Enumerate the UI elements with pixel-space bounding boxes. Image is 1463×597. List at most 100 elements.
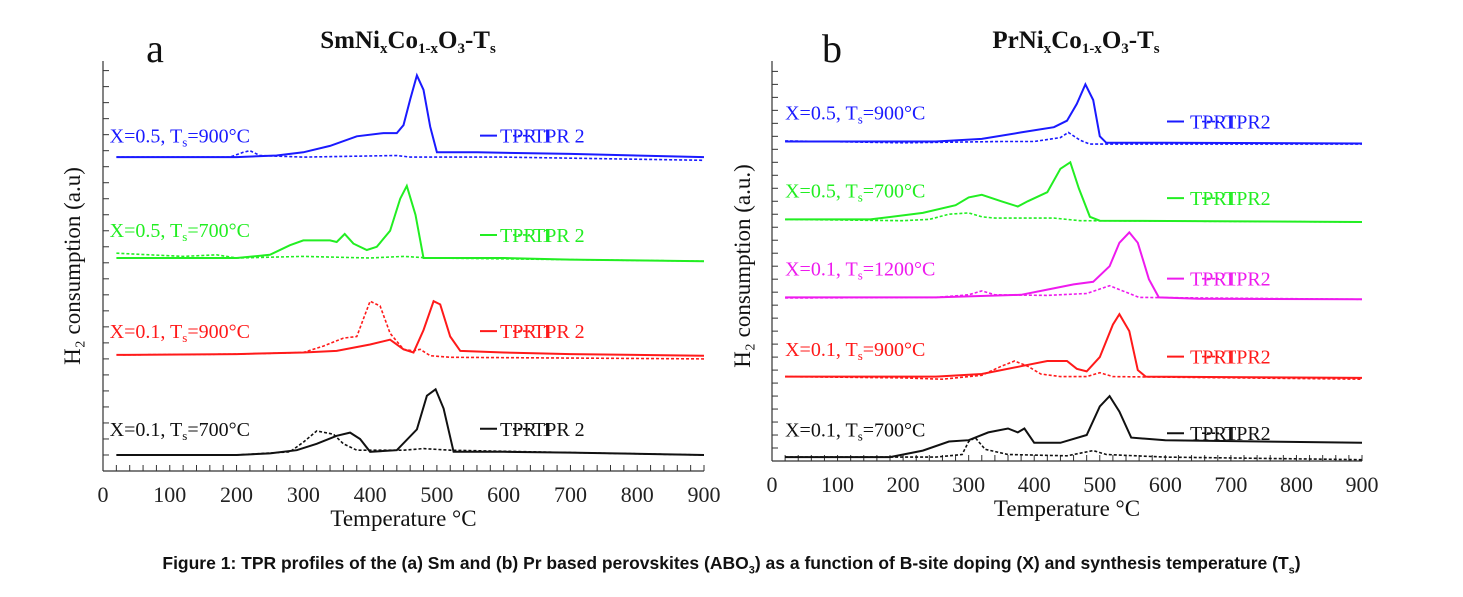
x-tick-label: 0 <box>767 472 778 497</box>
series-label-text: =900°C <box>187 321 250 343</box>
series-label-text: =900°C <box>863 102 926 124</box>
legend-label-tpr2: TPR 2 <box>533 225 585 247</box>
title-sub: 1-x <box>418 41 438 57</box>
figure-caption: Figure 1: TPR profiles of the (a) Sm and… <box>0 553 1463 577</box>
series-label: X=0.1, Ts=900°C <box>110 321 250 345</box>
series-line-tpr2 <box>116 430 705 456</box>
title-sub: 1-x <box>1082 41 1102 57</box>
x-tick-label: 300 <box>287 482 320 507</box>
legend-label-tpr1: TPR1 <box>1190 112 1237 134</box>
x-tick-label: 600 <box>487 482 520 507</box>
x-tick-label: 100 <box>153 482 186 507</box>
series-label-sub: s <box>858 267 863 282</box>
series-label-text: =1200°C <box>863 258 936 280</box>
legend-label-tpr2: TPR2 <box>1224 347 1271 369</box>
series-label-sub: s <box>182 428 187 443</box>
x-axis-label: Temperature °C <box>330 506 476 531</box>
series-line-tpr1 <box>785 394 1363 459</box>
legend-label-tpr1: TPR1 <box>1190 423 1237 445</box>
series-label-text: X=0.5, T <box>785 180 858 202</box>
title-part: O <box>438 27 457 54</box>
series-line-tpr1 <box>116 72 705 159</box>
title-part: Co <box>1051 27 1082 54</box>
series-label: X=0.5, Ts=700°C <box>110 220 250 244</box>
x-tick-label: 200 <box>220 482 253 507</box>
series-label-sub: s <box>182 229 187 244</box>
series-label-text: X=0.1, T <box>110 419 183 441</box>
title-part: PrNi <box>992 27 1043 54</box>
title-sub: x <box>1044 41 1052 57</box>
series-label-text: =700°C <box>863 180 926 202</box>
legend-label-tpr1: TPR 1 <box>500 225 552 247</box>
series-line-tpr1 <box>785 230 1363 301</box>
x-tick-label: 500 <box>420 482 453 507</box>
legend-label-tpr2: TPR2 <box>1224 188 1271 210</box>
panel-b: 0 100 200 300 400 500 600 700 800 900 Temperature … <box>730 26 1379 521</box>
x-tick-label: 800 <box>621 482 654 507</box>
series-label-text: X=0.1, T <box>785 339 858 361</box>
legend-label-tpr2: TPR2 <box>1224 423 1271 445</box>
series-label: X=0.1, Ts=700°C <box>785 419 925 443</box>
x-tick-label: 600 <box>1149 472 1182 497</box>
legend-label-tpr2: TPR 2 <box>533 321 585 343</box>
x-axis-label: Temperature °C <box>994 496 1140 521</box>
x-tick-label: 100 <box>821 472 854 497</box>
series-label-text: X=0.5, T <box>785 102 858 124</box>
legend-label-tpr2: TPR2 <box>1224 269 1271 291</box>
panel-letter: a <box>146 26 164 71</box>
x-tick-label: 900 <box>1346 472 1379 497</box>
panel-letter: b <box>822 26 842 71</box>
series-line-tpr1 <box>116 299 705 357</box>
series-label-text: X=0.5, T <box>110 126 183 148</box>
series-line-tpr1 <box>116 387 705 456</box>
series-label: X=0.1, Ts=700°C <box>110 419 250 443</box>
legend-label-tpr2: TPR 2 <box>533 126 585 148</box>
series-line-tpr2 <box>116 252 705 262</box>
series-line-tpr1 <box>785 82 1363 145</box>
series-line-tpr1 <box>785 312 1363 379</box>
series-label: X=0.1, Ts=1200°C <box>785 258 935 282</box>
title-part: -T <box>1129 27 1154 54</box>
caption-sub-2: s <box>1288 564 1295 577</box>
x-tick-label: 700 <box>1214 472 1247 497</box>
series-label: X=0.5, Ts=900°C <box>785 102 925 126</box>
series-line-tpr1 <box>116 183 705 263</box>
legend-label-tpr1: TPR 1 <box>500 126 552 148</box>
series-label-text: =700°C <box>187 419 250 441</box>
legend-label-tpr1: TPR 1 <box>500 419 552 441</box>
title-sub: s <box>490 41 496 57</box>
x-tick-label: 200 <box>887 472 920 497</box>
series-label-sub: s <box>182 135 187 150</box>
series-line-tpr2 <box>785 212 1363 223</box>
series-label-text: =900°C <box>187 126 250 148</box>
chart-title: PrNixCo1-xO3-Ts <box>992 27 1159 57</box>
series-label-sub: s <box>858 111 863 126</box>
caption-sub-1: 3 <box>748 564 755 577</box>
series-line-tpr2 <box>122 300 705 360</box>
series-line-tpr2 <box>785 360 1363 381</box>
legend-label-tpr1: TPR1 <box>1190 188 1237 210</box>
title-sub: 3 <box>457 41 465 57</box>
y-axis-label: H₂ consumption (a.u.) <box>730 164 755 368</box>
title-part: Co <box>387 27 418 54</box>
title-sub: x <box>380 41 388 57</box>
x-tick-label: 800 <box>1280 472 1313 497</box>
legend-label-tpr1: TPR1 <box>1190 269 1237 291</box>
series-label: X=0.1, Ts=900°C <box>785 339 925 363</box>
legend-label-tpr1: TPR1 <box>1190 347 1237 369</box>
series-label-sub: s <box>858 348 863 363</box>
series-line-tpr1 <box>785 160 1363 223</box>
title-part: SmNi <box>320 27 380 54</box>
series-label: X=0.5, Ts=700°C <box>785 180 925 204</box>
y-axis-label: H₂ consumption (a.u) <box>60 167 85 365</box>
panel-a: 0 100 200 300 400 500 600 700 800 900 Temperature … <box>60 26 721 531</box>
